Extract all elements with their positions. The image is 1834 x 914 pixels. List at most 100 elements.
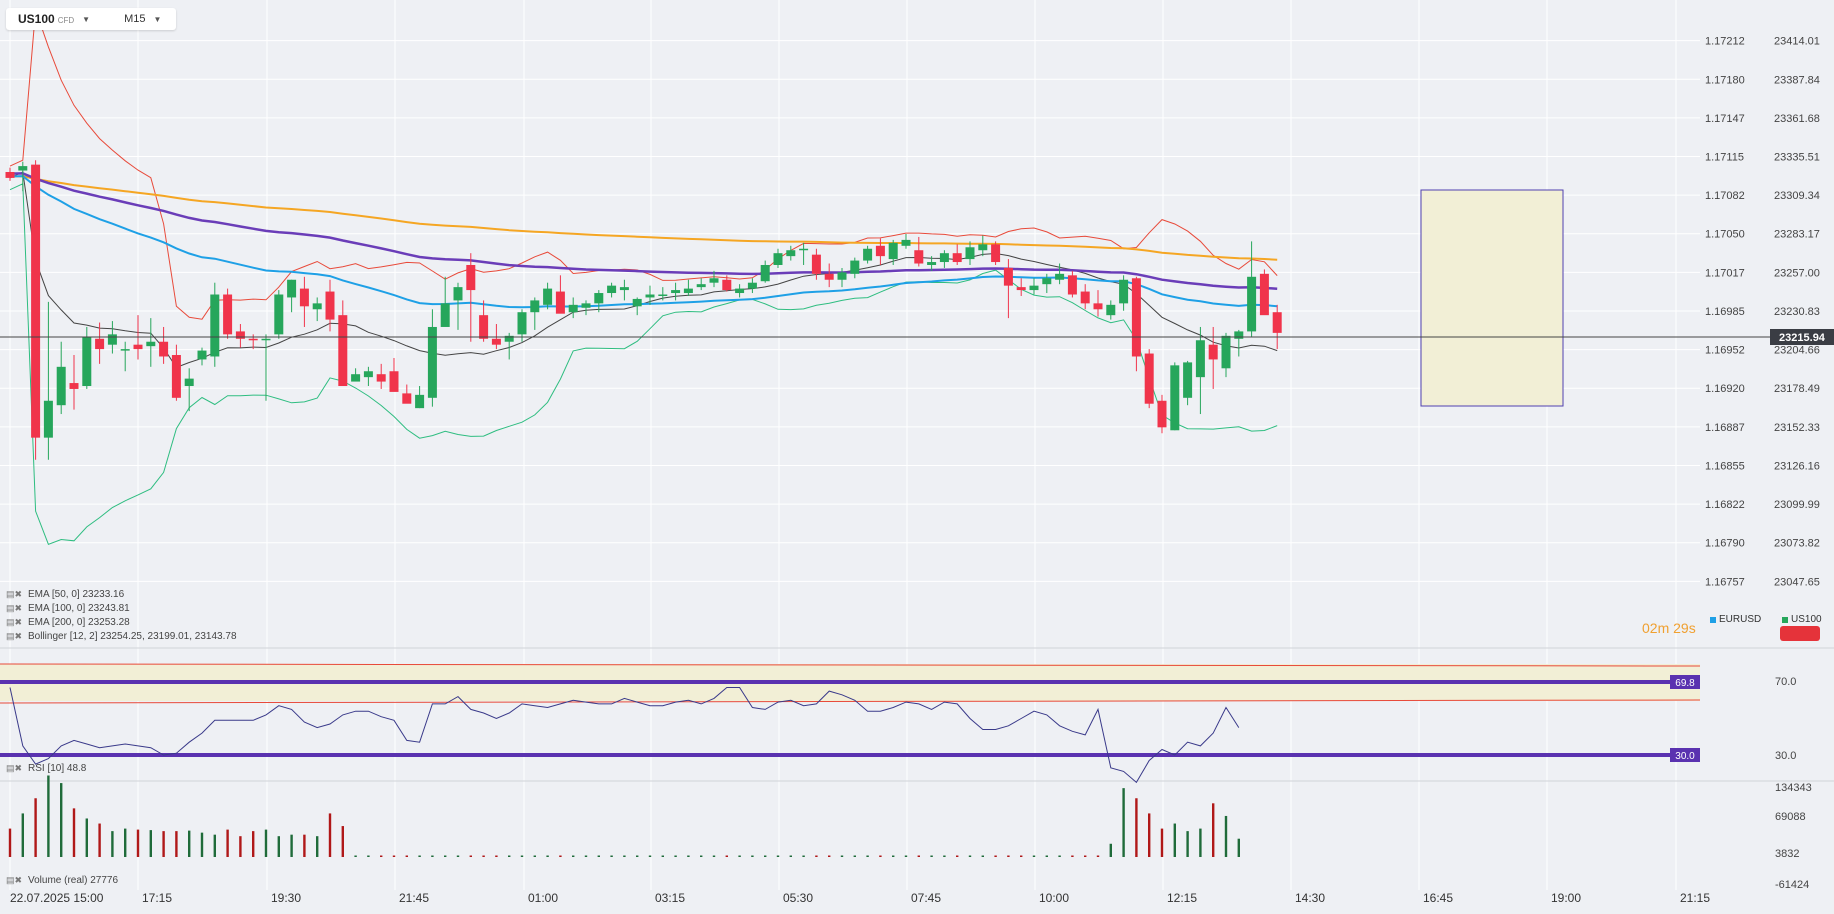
- volume-bar: [968, 855, 972, 857]
- axis-label-eurusd: 1.17082: [1705, 190, 1745, 202]
- chevron-down-icon[interactable]: ▼: [82, 14, 91, 24]
- candle-body: [184, 378, 194, 387]
- volume-bar: [469, 855, 472, 857]
- legend-ema50[interactable]: ▤✖ EMA [50, 0] 23233.16: [6, 589, 124, 600]
- candle-body: [530, 300, 540, 313]
- volume-bar: [111, 831, 114, 857]
- chevron-down-icon[interactable]: ▼: [153, 14, 162, 24]
- candle-body: [1234, 331, 1244, 339]
- time-label: 19:30: [271, 891, 301, 905]
- volume-bar: [828, 855, 831, 857]
- candle-body: [543, 288, 553, 305]
- volume-bar: [482, 855, 485, 857]
- candle-body: [850, 260, 860, 274]
- selection-rectangle[interactable]: [1420, 189, 1564, 407]
- volume-bar: [917, 855, 920, 857]
- candle-body: [1119, 279, 1129, 304]
- volume-bar: [802, 855, 805, 857]
- volume-bar: [738, 855, 741, 857]
- candle-body: [1080, 291, 1090, 304]
- candle-body: [863, 248, 873, 261]
- volume-bar: [8, 828, 12, 857]
- candle-body: [1170, 365, 1180, 431]
- volume-bar: [508, 855, 511, 857]
- volume-bar: [623, 855, 626, 857]
- volume-bar: [213, 834, 216, 857]
- axis-label-us100: 23204.66: [1774, 345, 1820, 357]
- candle-body: [1144, 353, 1154, 404]
- ema200-line: [9, 175, 1278, 261]
- legend-bollinger[interactable]: ▤✖ Bollinger [12, 2] 23254.25, 23199.01,…: [6, 631, 237, 642]
- rsi-pane[interactable]: 69.8 30.0 70.0 30.0: [0, 663, 1796, 784]
- volume-bar: [930, 855, 933, 857]
- candle-body: [658, 294, 668, 297]
- time-label: 12:15: [1167, 891, 1197, 905]
- volume-pane[interactable]: [8, 775, 1240, 857]
- candle-body: [837, 272, 847, 280]
- legend-volume[interactable]: ▤✖ Volume (real) 27776: [6, 875, 118, 886]
- volume-bar: [200, 832, 204, 857]
- timer-m: m: [1657, 620, 1670, 636]
- volume-bar: [98, 823, 101, 857]
- candle-body: [1106, 304, 1116, 316]
- symbol-name: US100: [18, 12, 55, 26]
- axis-label-us100: 23387.84: [1774, 74, 1820, 86]
- candle-body: [210, 294, 220, 357]
- legend-rsi-text: RSI [10] 48.8: [28, 763, 87, 774]
- settings-close-icon[interactable]: ▤✖: [6, 617, 23, 627]
- legend-bollinger-text: Bollinger [12, 2] 23254.25, 23199.01, 23…: [28, 631, 237, 642]
- symbol-selector[interactable]: US100 CFD ▼ M15 ▼: [6, 8, 176, 30]
- candle-body: [466, 264, 476, 291]
- volume-bar: [21, 813, 24, 857]
- volume-bar: [559, 855, 562, 857]
- time-label: 05:30: [783, 891, 813, 905]
- candle-body: [107, 334, 117, 345]
- volume-bar: [85, 818, 88, 857]
- volume-bar: [1045, 855, 1048, 857]
- candle-body: [376, 374, 386, 382]
- ema100-line: [9, 172, 1278, 291]
- candle-body: [1208, 344, 1218, 360]
- legend-ema200-text: EMA [200, 0] 23253.28: [28, 617, 130, 628]
- volume-bar: [1160, 828, 1164, 857]
- timeframe-selector[interactable]: M15: [124, 13, 146, 25]
- candle-body: [287, 279, 297, 298]
- legend-ema200[interactable]: ▤✖ EMA [200, 0] 23253.28: [6, 617, 130, 628]
- volume-bar: [1032, 855, 1036, 857]
- axis-label-us100: 23309.34: [1774, 190, 1820, 202]
- volume-bar: [124, 828, 127, 857]
- candle-body: [811, 254, 821, 274]
- legend-rsi[interactable]: ▤✖ RSI [10] 48.8: [6, 763, 86, 774]
- axis-chip-eurusd[interactable]: EURUSD: [1710, 614, 1761, 625]
- settings-close-icon[interactable]: ▤✖: [6, 603, 23, 613]
- candle-body: [325, 291, 335, 320]
- bollinger-lower: [9, 183, 1278, 545]
- settings-close-icon[interactable]: ▤✖: [6, 631, 23, 641]
- timer-s: s: [1688, 620, 1696, 636]
- time-label: 19:00: [1551, 891, 1581, 905]
- time-axis[interactable]: 22.07.2025 15:00 17:15 19:30 21:45 01:00 03:1…: [10, 891, 1710, 905]
- us100-swatch: [1782, 616, 1788, 623]
- price-axis[interactable]: 1.17212 23414.01 1.17180 23387.84 1.17147 233…: [1705, 36, 1820, 589]
- volume-bar: [1135, 798, 1138, 857]
- candle-body: [363, 371, 373, 378]
- volume-bar: [341, 826, 344, 857]
- rsi-lower-redline: [0, 699, 1701, 704]
- settings-close-icon[interactable]: ▤✖: [6, 589, 23, 599]
- volume-bar: [546, 855, 549, 857]
- axis-chip-us100[interactable]: US100: [1782, 614, 1822, 625]
- candles: [5, 160, 1282, 460]
- settings-close-icon[interactable]: ▤✖: [6, 763, 23, 773]
- settings-close-icon[interactable]: ▤✖: [6, 875, 23, 885]
- legend-ema100[interactable]: ▤✖ EMA [100, 0] 23243.81: [6, 603, 130, 614]
- candle-body: [824, 273, 834, 280]
- volume-bar: [879, 855, 882, 857]
- axis-label-us100: 23126.16: [1774, 460, 1820, 472]
- candle-body: [965, 247, 975, 260]
- axis-label-us100: 23152.33: [1774, 422, 1820, 434]
- candle-body: [581, 303, 591, 308]
- candle-body: [952, 253, 962, 263]
- axis-label-eurusd: 1.17147: [1705, 113, 1745, 125]
- axis-label-us100: 23047.65: [1774, 576, 1820, 588]
